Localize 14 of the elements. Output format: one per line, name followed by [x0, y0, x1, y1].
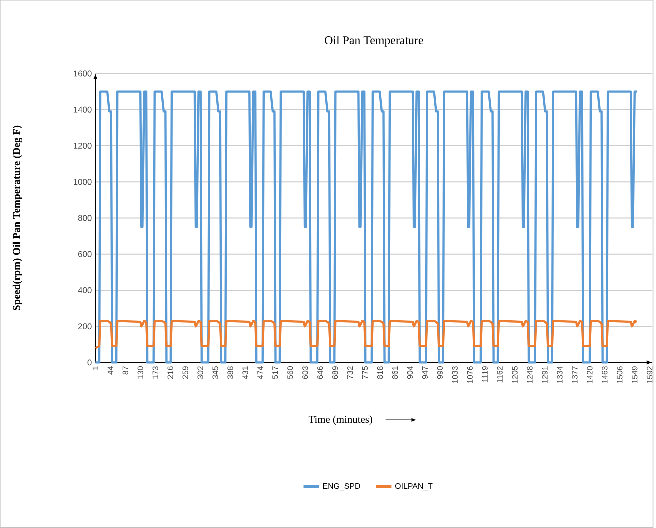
y-tick-label: 800	[78, 215, 92, 222]
y-tick-label: 400	[78, 287, 92, 294]
y-axis-title: Speed(rpm) Oil Pan Temperature (Deg F)	[12, 126, 22, 310]
chart-title: Oil Pan Temperature	[325, 36, 424, 47]
y-tick-label: 200	[78, 324, 92, 330]
y-tick-label: 0	[88, 360, 92, 366]
line-series	[94, 320, 638, 350]
y-tick-label: 1200	[74, 142, 92, 149]
line-series	[94, 90, 638, 364]
y-tick-label: 600	[78, 251, 92, 258]
x-axis-title: Time (minutes)	[308, 416, 372, 426]
y-tick-label: 1600	[74, 70, 92, 77]
y-tick-label: 1000	[74, 179, 92, 186]
y-tick-label: 1400	[74, 106, 92, 113]
